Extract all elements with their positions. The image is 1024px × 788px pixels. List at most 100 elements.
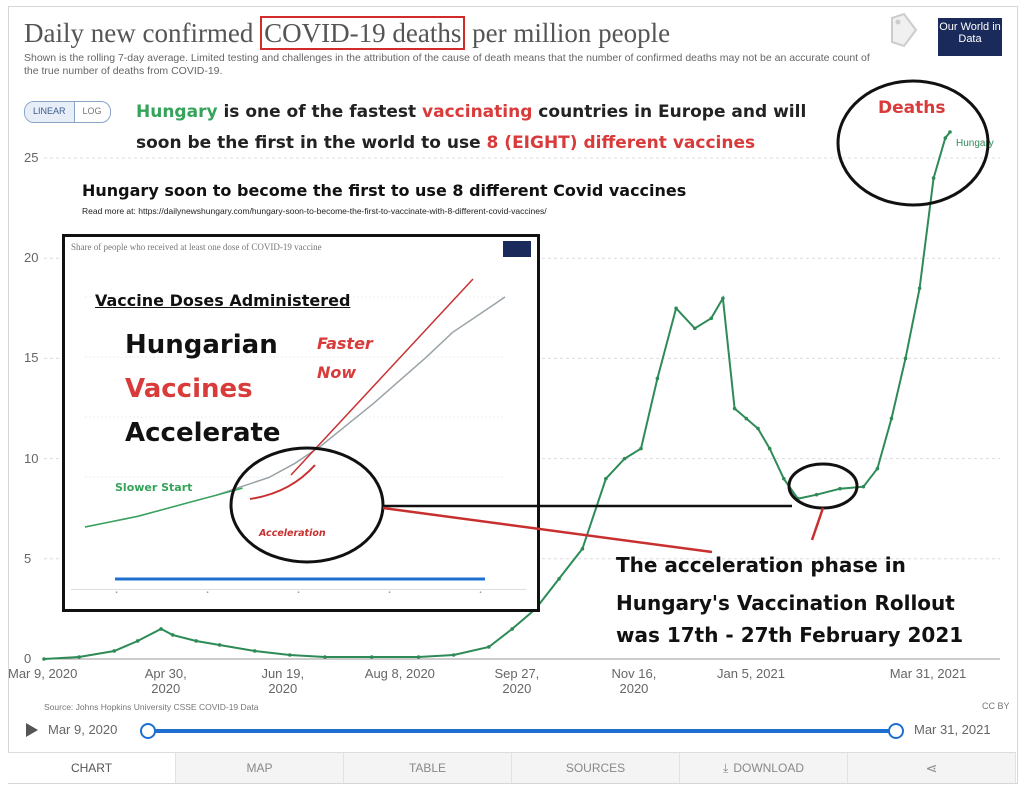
inset-word-3: Accelerate: [125, 418, 281, 448]
faster-line-1: Faster: [317, 334, 373, 353]
headline-segment: 8 (EIGHT) different vaccines: [486, 133, 756, 153]
data-point: [639, 446, 643, 451]
data-point: [781, 476, 786, 481]
play-icon[interactable]: [26, 723, 38, 737]
timeline-slider[interactable]: Mar 9, 2020 Mar 31, 2021: [24, 718, 1014, 744]
title-part-2: per million people: [472, 18, 671, 48]
tab-chart[interactable]: CHART: [8, 753, 176, 783]
x-tick-label: Jan 5, 2021: [717, 666, 785, 681]
data-point: [604, 476, 608, 481]
x-tick-label: Sep 27, 2020: [494, 666, 540, 696]
data-point: [112, 649, 117, 653]
data-point: [194, 639, 198, 643]
tab-bar: CHART MAP TABLE SOURCES ⤓ DOWNLOAD ⋖: [8, 752, 1016, 783]
inset-acceleration-curve: [249, 464, 316, 500]
data-point: [323, 655, 327, 659]
linear-toggle[interactable]: LINEAR: [25, 102, 75, 122]
headline-segment: Hungary: [136, 102, 218, 122]
tab-label: DOWNLOAD: [733, 761, 804, 775]
data-point: [861, 484, 866, 489]
log-toggle[interactable]: LOG: [82, 106, 102, 116]
inset-trend-line: [290, 278, 474, 476]
tab-label: SOURCES: [565, 761, 626, 775]
inset-tab: ▪: [115, 590, 118, 596]
data-point: [655, 376, 660, 381]
read-more-link[interactable]: Read more at: https://dailynewshungary.c…: [82, 206, 547, 216]
data-point: [42, 657, 46, 661]
headline-segment: vaccinating: [422, 102, 533, 122]
main-acceleration-circle: [787, 462, 859, 510]
data-point: [159, 627, 163, 631]
title-part-1: Daily new confirmed: [24, 18, 254, 48]
inset-word-1: Hungarian: [125, 330, 278, 360]
data-point: [709, 316, 714, 321]
y-tick-label: 5: [24, 550, 32, 566]
timeline-start-handle[interactable]: [140, 723, 156, 739]
data-point: [838, 486, 842, 491]
tab-label: CHART: [70, 761, 113, 775]
y-tick-label: 10: [24, 450, 39, 466]
x-tick-label: Apr 30, 2020: [144, 666, 187, 696]
tab-label: MAP: [246, 761, 273, 775]
inset-chart-title: Share of people who received at least on…: [71, 242, 322, 252]
headline-segment: is one of the fastest: [217, 102, 423, 122]
x-tick-label: Jun 19, 2020: [261, 666, 305, 696]
x-tick-label: Aug 8, 2020: [364, 666, 435, 681]
data-point: [744, 416, 749, 421]
download-icon: ⤓: [723, 760, 729, 775]
red-pointer-to-inset: [382, 506, 713, 554]
data-point: [510, 627, 515, 631]
license-label[interactable]: CC BY: [982, 701, 1010, 711]
chart-subtitle: Shown is the rolling 7-day average. Limi…: [24, 52, 870, 77]
tab-download[interactable]: ⤓ DOWNLOAD: [680, 753, 848, 783]
data-point: [451, 653, 456, 657]
data-point: [693, 326, 697, 331]
tab-label: TABLE: [408, 761, 447, 775]
data-point: [580, 546, 585, 551]
inset-word-2: Vaccines: [125, 374, 253, 404]
data-point: [252, 649, 257, 653]
data-point: [931, 176, 936, 180]
data-point: [369, 655, 374, 659]
data-point: [557, 577, 561, 581]
tab-map[interactable]: MAP: [176, 753, 344, 783]
timeline-track[interactable]: [148, 729, 894, 733]
deaths-circle: [836, 79, 990, 207]
source-note: Source: Johns Hopkins University CSSE CO…: [44, 702, 259, 712]
data-point: [721, 296, 725, 301]
series-label: Hungary: [956, 138, 994, 149]
inset-logo: [503, 241, 531, 257]
data-point: [77, 655, 81, 659]
data-point: [875, 466, 880, 471]
inset-tab: ▪: [297, 590, 300, 596]
data-point: [889, 416, 894, 421]
inset-acceleration-circle: [229, 446, 385, 564]
data-point: [170, 633, 175, 637]
y-tick-label: 20: [24, 250, 39, 266]
x-tick-label: Mar 31, 2021: [889, 666, 967, 681]
scale-toggle[interactable]: LINEAR LOG: [24, 101, 111, 123]
x-tick-label: Mar 9, 2020: [8, 666, 78, 681]
headline-line-2: soon be the first in the world to use 8 …: [136, 133, 755, 153]
inset-plot: [84, 278, 506, 581]
tab-sources[interactable]: SOURCES: [512, 753, 680, 783]
vaccine-inset: Share of people who received at least on…: [62, 234, 540, 612]
callout-line-3: was 17th - 27th February 2021: [616, 623, 964, 647]
acceleration-label: Acceleration: [259, 528, 326, 539]
timeline-end-label: Mar 31, 2021: [914, 722, 991, 737]
y-tick-label: 15: [24, 350, 39, 366]
data-point: [903, 356, 908, 361]
tab-share[interactable]: ⋖: [848, 753, 1016, 783]
tab-table[interactable]: TABLE: [344, 753, 512, 783]
tag-icon[interactable]: [888, 12, 918, 50]
data-point: [948, 130, 952, 134]
timeline-end-handle[interactable]: [888, 723, 904, 739]
red-pointer-to-main: [810, 507, 825, 541]
x-tick-label: Nov 16, 2020: [611, 666, 657, 696]
owid-logo[interactable]: Our World in Data: [938, 18, 1002, 56]
y-tick-label: 25: [24, 150, 39, 166]
inset-tab-bar: ▪ ▪ ▪ ▪ ▪: [71, 589, 526, 600]
data-point: [217, 643, 222, 647]
data-point: [416, 655, 421, 659]
y-tick-label: 0: [24, 651, 32, 666]
